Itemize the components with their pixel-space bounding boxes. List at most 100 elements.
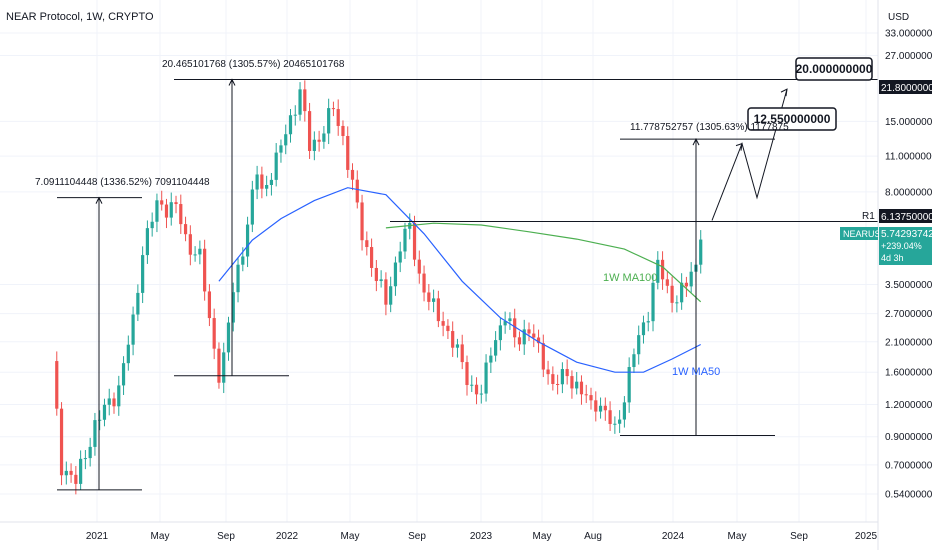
- candle: [384, 272, 388, 316]
- candle: [203, 239, 207, 301]
- candle: [102, 398, 107, 427]
- candle: [432, 289, 436, 313]
- y-tick-label: 2.100000000: [885, 337, 932, 348]
- candle: [307, 102, 312, 159]
- target-box-20[interactable]: 20.000000000: [795, 57, 873, 81]
- candle: [618, 410, 622, 433]
- ma50-line: [218, 187, 701, 373]
- candle: [527, 322, 531, 342]
- candle: [226, 316, 231, 361]
- candle: [470, 375, 474, 393]
- candle: [365, 231, 369, 256]
- candle: [665, 271, 669, 294]
- measure-label-2022: 20.465101768 (1305.57%) 20465101768: [162, 59, 345, 70]
- candle: [670, 276, 674, 313]
- target-value-20: 20.000000000: [796, 62, 873, 76]
- y-tick-label: 15.000000000: [885, 117, 932, 128]
- y-tick-label: 11.000000000: [885, 152, 932, 163]
- time-axis[interactable]: 2021 May Sep 2022 May Sep 2023 May Aug 2024 May Sep…: [86, 531, 878, 542]
- y-tick-label: 0.700000000: [885, 460, 932, 471]
- candle: [651, 275, 655, 332]
- candle: [551, 366, 555, 391]
- candle: [131, 306, 135, 356]
- y-tick-label: 0.540000000: [885, 490, 932, 501]
- candle: [174, 195, 178, 214]
- x-tick-label: May: [533, 531, 552, 542]
- candle: [231, 282, 235, 332]
- candle: [217, 342, 221, 389]
- candle: [532, 324, 536, 348]
- x-tick-label: 2024: [662, 531, 685, 542]
- candle: [112, 392, 116, 414]
- candle: [83, 450, 87, 470]
- candle: [136, 284, 140, 322]
- candle: [660, 251, 665, 290]
- last-price-tag: 5.742937423 +239.04% 4d 3h: [879, 227, 932, 265]
- candle: [699, 230, 703, 274]
- candle: [79, 450, 83, 490]
- candle: [284, 124, 288, 155]
- x-tick-label: May: [151, 531, 170, 542]
- candle: [627, 357, 631, 413]
- svg-text:4d 3h: 4d 3h: [881, 253, 904, 263]
- currency-label[interactable]: USD: [888, 12, 909, 23]
- candle: [255, 165, 259, 200]
- candle: [422, 265, 426, 302]
- ma100-line: [385, 222, 702, 303]
- candle: [680, 273, 684, 310]
- candle: [479, 384, 483, 404]
- target-box-12-55[interactable]: 12.550000000: [747, 107, 837, 131]
- svg-text:21.800000000: 21.800000000: [881, 83, 932, 94]
- price-axis[interactable]: 33.000000000 27.000000000 15.000000000 11.0…: [885, 29, 932, 501]
- projection-path: [711, 88, 788, 221]
- measure-label-2024: 11.778752757 (1305.63%) 1177875: [630, 122, 789, 133]
- candle: [360, 194, 364, 251]
- candle: [250, 180, 254, 233]
- svg-text:5.742937423: 5.742937423: [881, 229, 932, 240]
- candle: [117, 375, 121, 416]
- candle: [88, 437, 92, 467]
- candle: [556, 374, 560, 395]
- candle: [298, 82, 302, 121]
- candle: [64, 461, 68, 485]
- candle: [179, 194, 183, 234]
- candle: [121, 356, 126, 395]
- candle: [513, 308, 517, 348]
- svg-text:NEARUSD: NEARUSD: [843, 229, 888, 239]
- price-tag-21-8: 21.800000000: [879, 80, 932, 94]
- ma50-label: 1W MA50: [672, 366, 720, 378]
- candle: [403, 222, 407, 259]
- y-tick-label: 2.700000000: [885, 309, 932, 320]
- candle: [150, 212, 154, 237]
- candle: [575, 372, 579, 395]
- candle: [389, 276, 393, 313]
- candle: [350, 163, 355, 191]
- candlestick-series: [55, 80, 703, 495]
- candle: [465, 355, 469, 396]
- y-tick-label: 33.000000000: [885, 29, 932, 40]
- candle: [207, 284, 212, 327]
- candle: [303, 80, 307, 122]
- candle: [584, 384, 588, 404]
- candle: [236, 257, 240, 303]
- candle: [675, 295, 679, 313]
- candle: [346, 126, 350, 178]
- candle: [541, 334, 545, 378]
- candle: [55, 351, 59, 416]
- candle: [398, 241, 402, 273]
- y-tick-label: 27.000000000: [885, 51, 932, 62]
- candle: [198, 240, 202, 265]
- candle: [374, 259, 378, 292]
- candle: [212, 308, 216, 360]
- x-tick-label: 2021: [86, 531, 109, 542]
- x-tick-label: Sep: [217, 531, 235, 542]
- candle: [684, 276, 689, 297]
- x-tick-label: 2022: [276, 531, 299, 542]
- candle: [632, 348, 636, 374]
- svg-text:+239.04%: +239.04%: [881, 241, 922, 251]
- y-tick-label: 1.200000000: [885, 400, 932, 411]
- projection-arrow-1: [735, 142, 743, 151]
- price-tag-r1: 6.137500000: [879, 209, 932, 223]
- candle: [269, 173, 274, 196]
